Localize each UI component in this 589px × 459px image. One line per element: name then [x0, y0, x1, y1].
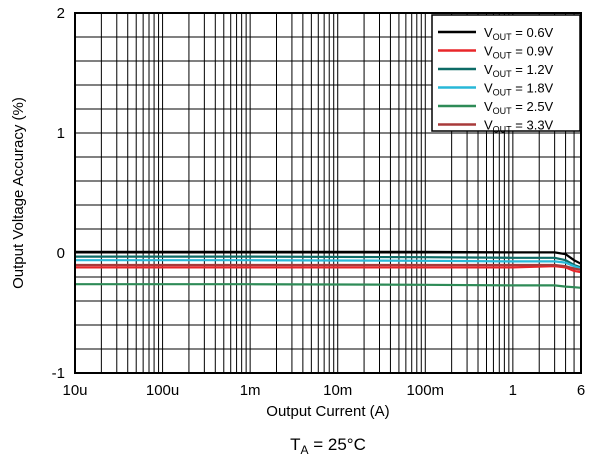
legend-label-rest: = 0.9V	[512, 44, 554, 59]
caption-main: T	[290, 435, 300, 454]
series-line	[75, 250, 582, 265]
x-tick-label: 6	[577, 382, 585, 399]
y-tick-label: 0	[57, 245, 65, 262]
legend-label-subscript: OUT	[493, 69, 513, 79]
x-tick-labels: 10u 100u 1m 10m 100m 1 6	[62, 382, 585, 399]
legend-label-subscript: OUT	[493, 32, 513, 42]
y-tick-label: 1	[57, 125, 65, 142]
series-line	[75, 255, 582, 269]
chart-caption: TA = 25°C	[290, 435, 366, 457]
legend-box	[431, 14, 581, 132]
caption-subscript: A	[301, 443, 309, 457]
legend-label-subscript: OUT	[493, 51, 513, 61]
y-tick-labels: 2 1 0 -1	[52, 5, 65, 382]
legend-entry-label: VOUT = 0.9V	[484, 44, 554, 61]
x-axis-label: Output Current (A)	[266, 403, 389, 420]
legend-label-main: V	[484, 62, 493, 77]
series-lines	[75, 250, 582, 289]
legend-entry-label: VOUT = 3.3V	[484, 118, 554, 135]
legend-entry-label: VOUT = 0.6V	[484, 25, 554, 42]
legend-label-rest: = 3.3V	[512, 118, 554, 133]
legend-label-main: V	[484, 44, 493, 59]
y-axis-label: Output Voltage Accuracy (%)	[10, 97, 27, 289]
legend-label-subscript: OUT	[493, 125, 513, 135]
legend-label-subscript: OUT	[493, 106, 513, 116]
series-line	[75, 283, 582, 289]
legend-label-rest: = 0.6V	[512, 25, 554, 40]
x-tick-label: 10m	[323, 382, 352, 399]
legend-label-main: V	[484, 25, 493, 40]
legend-label-rest: = 1.8V	[512, 81, 554, 96]
x-tick-label: 100u	[146, 382, 179, 399]
legend-entry-label: VOUT = 1.2V	[484, 62, 554, 79]
legend-label-main: V	[484, 118, 493, 133]
caption-rest: = 25°C	[309, 435, 366, 454]
grid-lines	[75, 13, 581, 373]
series-line	[75, 263, 582, 271]
legend-label-main: V	[484, 99, 493, 114]
legend-label-rest: = 2.5V	[512, 99, 554, 114]
x-tick-label: 100m	[407, 382, 445, 399]
plot-frame	[74, 12, 582, 374]
series-line	[75, 259, 582, 270]
x-tick-label: 1m	[240, 382, 261, 399]
legend-entry-label: VOUT = 1.8V	[484, 81, 554, 98]
legend-entry-label: VOUT = 2.5V	[484, 99, 554, 116]
y-tick-label: 2	[57, 5, 65, 22]
x-tick-label: 10u	[62, 382, 87, 399]
legend-label-rest: = 1.2V	[512, 62, 554, 77]
legend-label-main: V	[484, 81, 493, 96]
series-line	[75, 265, 582, 274]
legend-label-subscript: OUT	[493, 88, 513, 98]
y-tick-label: -1	[52, 365, 65, 382]
x-tick-label: 1	[509, 382, 517, 399]
